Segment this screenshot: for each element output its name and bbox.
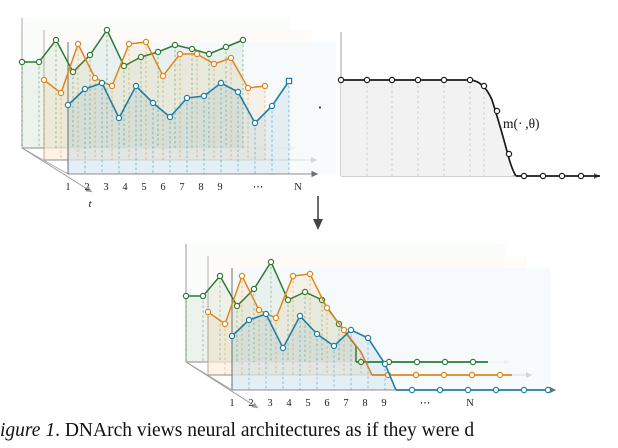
gridlines-green (21, 30, 244, 148)
tick-4: 4 (122, 182, 128, 193)
tick-7: 7 (179, 182, 184, 193)
input-signal-panel: 1 2 3 4 5 6 7 8 9 ⋯ N t (18, 18, 336, 210)
tick-N: N (294, 182, 302, 193)
output-x-tick-labels: 1 2 3 4 5 6 7 8 9 ⋯ N (229, 398, 474, 409)
out-tick-4: 4 (286, 398, 292, 409)
multiply-operator-symbol: · (317, 98, 323, 117)
tick-1: 1 (65, 182, 70, 193)
mask-area-fill (341, 80, 512, 176)
out-tick-1: 1 (229, 398, 234, 409)
series-blue-input (64, 77, 293, 174)
out-tick-5: 5 (305, 398, 310, 409)
gridlines-blue (67, 81, 290, 174)
out-tick-8: 8 (362, 398, 367, 409)
down-arrow-icon (313, 196, 323, 230)
out-gridlines-blue (231, 314, 386, 390)
series-blue-output (228, 310, 552, 394)
mask-function-label: m(· ,θ) (503, 116, 540, 131)
tick-ellipsis: ⋯ (253, 182, 264, 193)
tick-8: 8 (198, 182, 203, 193)
tick-3: 3 (103, 182, 108, 193)
series-green-input (18, 26, 247, 148)
mask-panel: m(· ,θ) (337, 32, 600, 180)
out-tick-3: 3 (267, 398, 272, 409)
out-tick-7: 7 (343, 398, 348, 409)
tick-6: 6 (160, 182, 165, 193)
plane-blue (67, 42, 336, 178)
mask-gridlines (366, 80, 485, 176)
out-tick-9: 9 (381, 398, 386, 409)
out-tick-2: 2 (248, 398, 253, 409)
input-depth-axis-label: t (88, 198, 92, 210)
tick-2: 2 (84, 182, 89, 193)
figure-caption-text: . DNArch views neural architectures as i… (55, 420, 475, 441)
out-tick-N: N (466, 398, 474, 409)
tick-9: 9 (217, 182, 222, 193)
out-gridlines-green (185, 262, 357, 362)
masked-signal-panel: 1 2 3 4 5 6 7 8 9 ⋯ N (182, 244, 556, 409)
input-x-tick-labels: 1 2 3 4 5 6 7 8 9 ⋯ N (65, 182, 302, 193)
figure-caption: igure 1. DNArch views neural architectur… (0, 416, 618, 448)
tick-5: 5 (141, 182, 146, 193)
mask-curve (341, 79, 517, 177)
series-orange-output (204, 270, 512, 379)
out-tick-ellipsis: ⋯ (420, 398, 431, 409)
out-tick-6: 6 (324, 398, 329, 409)
mask-markers (337, 76, 585, 180)
figure-caption-label: igure 1 (0, 420, 56, 441)
